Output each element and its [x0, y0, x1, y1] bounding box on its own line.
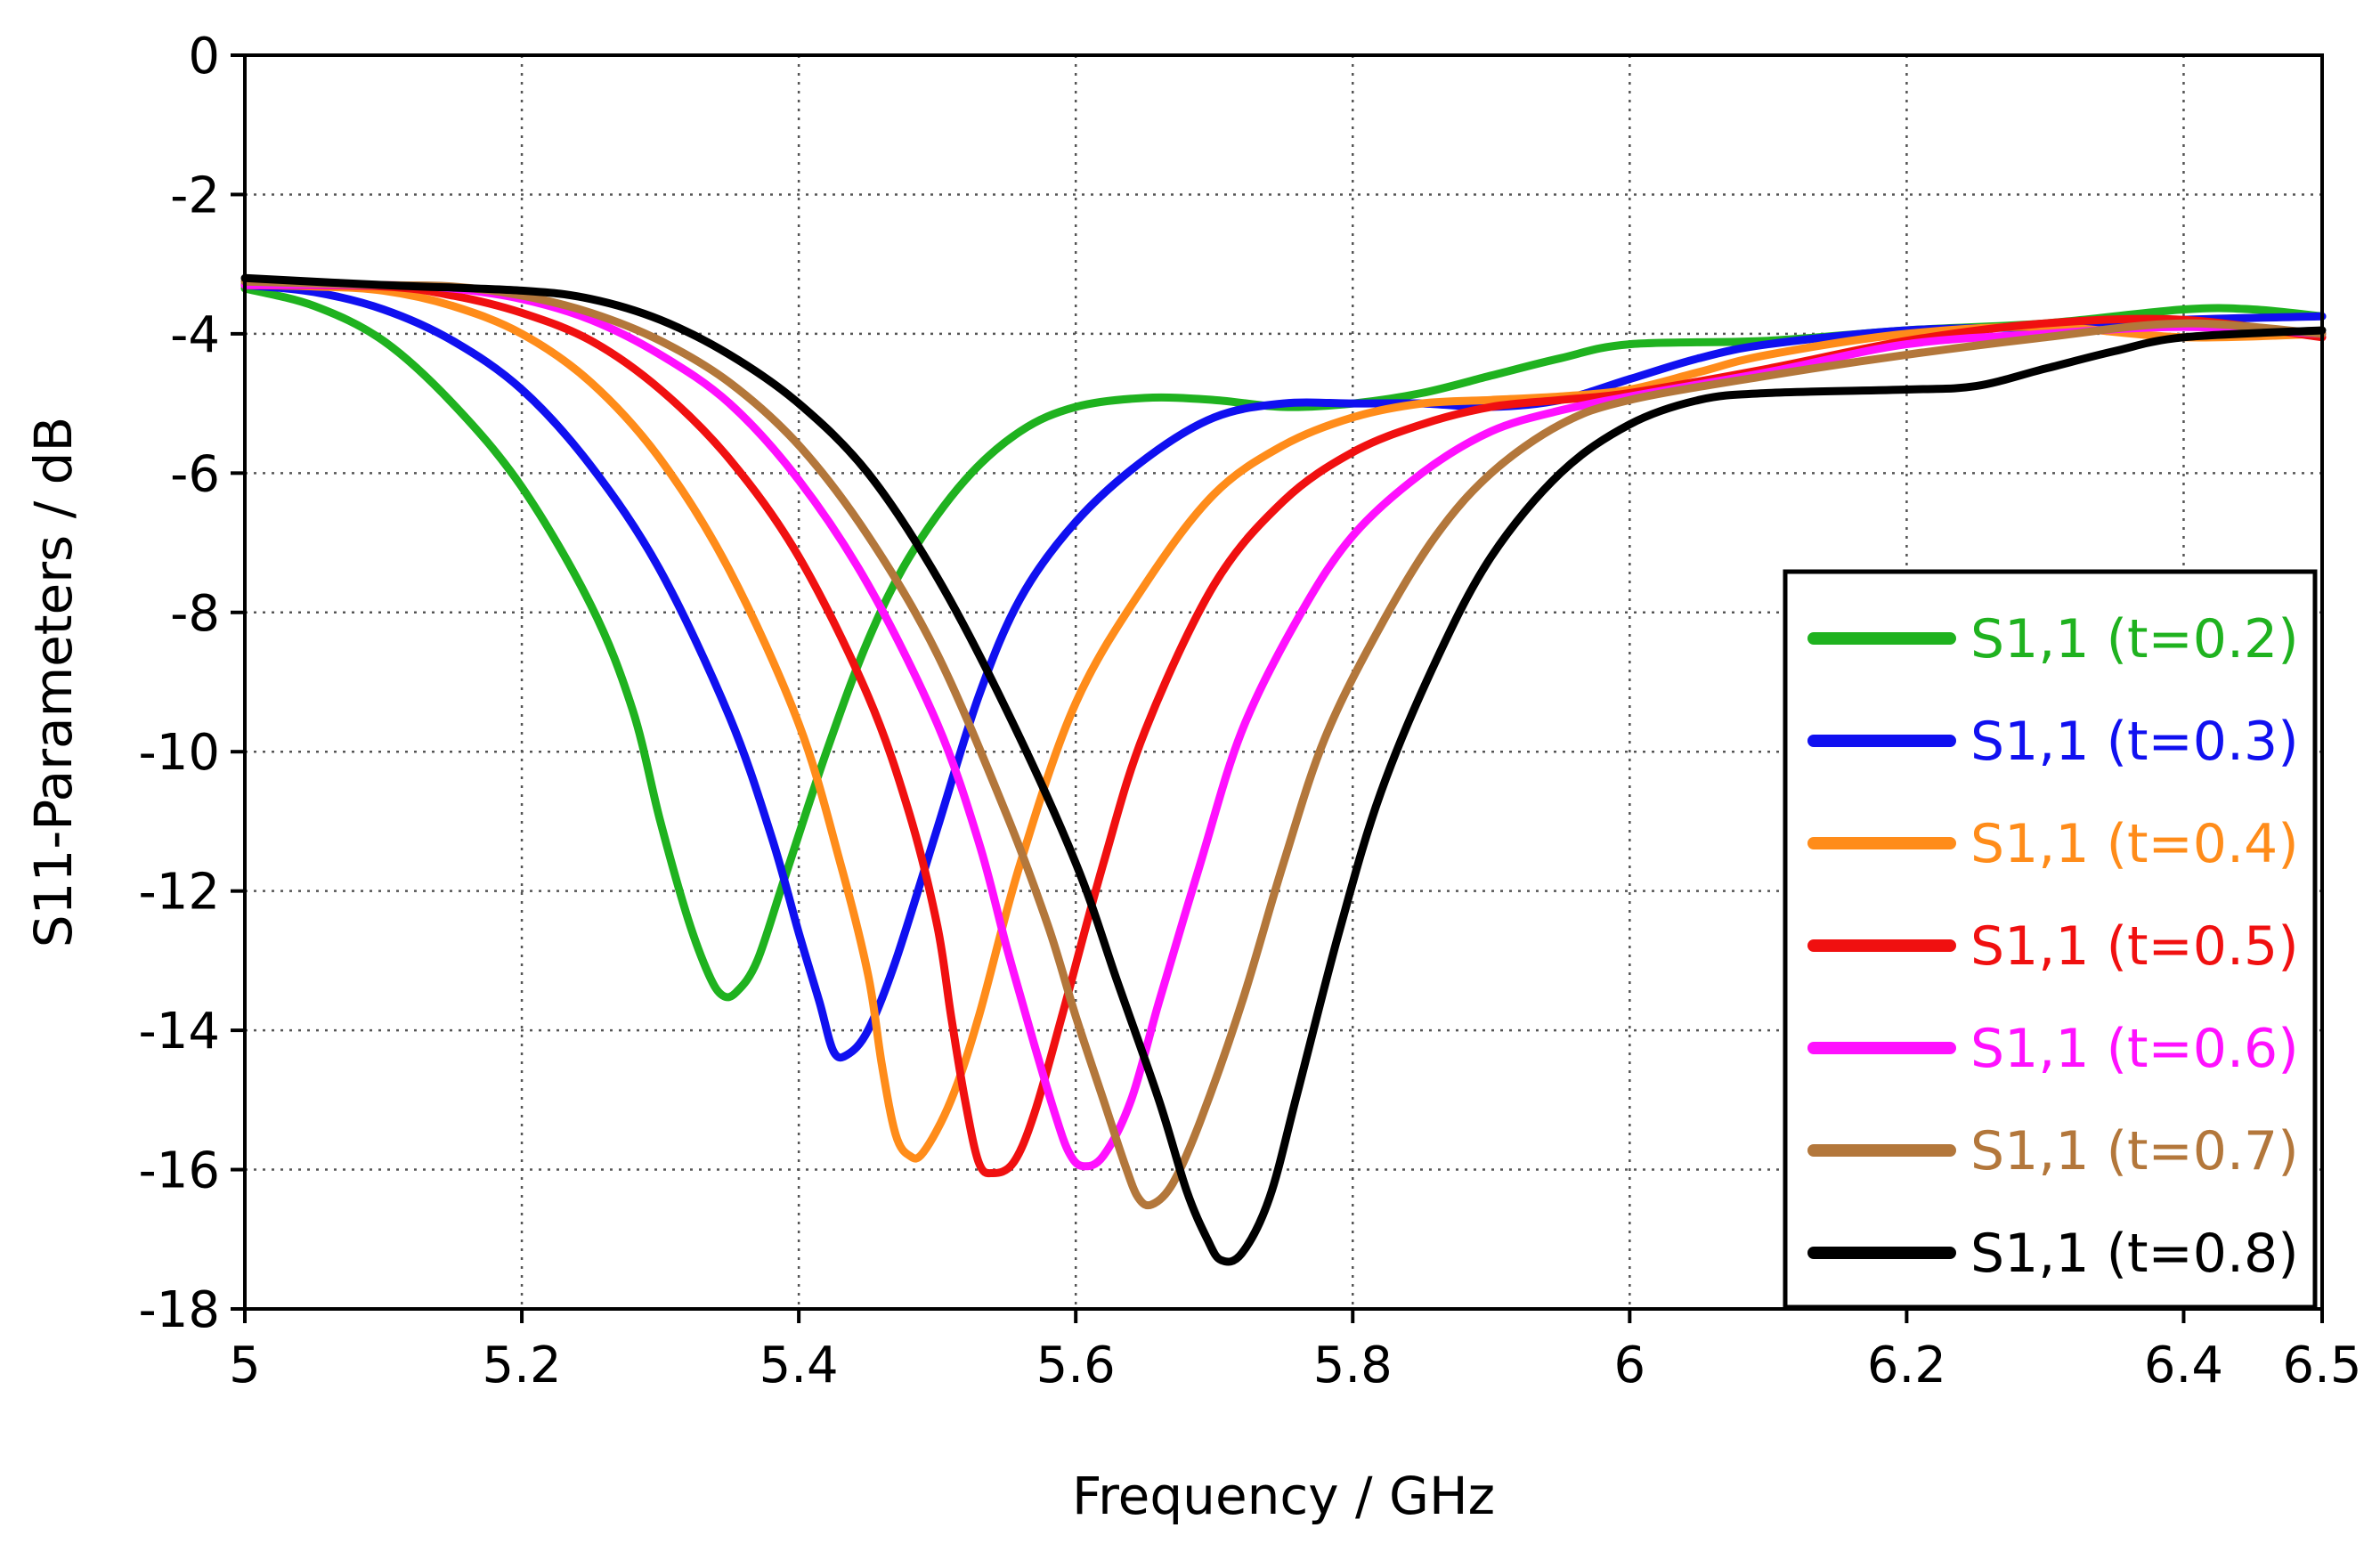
series-lines — [240, 273, 2327, 1266]
x-tick-label: 5 — [229, 1337, 261, 1394]
legend-label: S1,1 (t=0.6) — [1970, 1018, 2299, 1080]
legend-label: S1,1 (t=0.4) — [1970, 813, 2299, 875]
legend: S1,1 (t=0.2) S1,1 (t=0.3) S1,1 (t=0.4) S1,1… — [1783, 569, 2318, 1310]
x-tick-label: 5.6 — [1036, 1337, 1116, 1394]
x-tick-label: 6.2 — [1867, 1337, 1946, 1394]
tick-labels: 5 5.2 5.4 5.6 5.8 6 6.2 6.4 6.5 0 -2 -4 -6 -8 -10 -12 -1… — [139, 28, 2362, 1394]
y-tick-label: -2 — [170, 167, 220, 224]
y-tick-label: -16 — [139, 1142, 220, 1200]
y-tick-label: -10 — [139, 724, 220, 782]
y-tick-label: 0 — [188, 28, 220, 85]
x-tick-label: 5.8 — [1313, 1337, 1393, 1394]
x-tick-label: 6.5 — [2282, 1337, 2361, 1394]
y-tick-label: -12 — [139, 864, 220, 922]
plot-frame — [243, 53, 2324, 1311]
y-axis-title: S11-Parameters / dB — [23, 417, 84, 948]
y-tick-label: -14 — [139, 1003, 220, 1060]
x-tick-label: 5.2 — [483, 1337, 562, 1394]
series-line-3 — [240, 280, 2327, 1163]
legend-label: S1,1 (t=0.5) — [1970, 915, 2299, 978]
y-tick-label: -4 — [170, 306, 220, 364]
series-line-6 — [240, 277, 2327, 1210]
y-tick-label: -8 — [170, 585, 220, 643]
legend-label: S1,1 (t=0.7) — [1970, 1120, 2299, 1182]
x-tick-label: 5.4 — [759, 1337, 839, 1394]
legend-label: S1,1 (t=0.8) — [1970, 1223, 2299, 1285]
legend-label: S1,1 (t=0.3) — [1970, 711, 2299, 773]
series-line-2 — [240, 280, 2327, 1062]
series-line-7 — [240, 273, 2327, 1266]
y-tick-label: -18 — [139, 1281, 220, 1339]
x-tick-label: 6.4 — [2144, 1337, 2223, 1394]
x-axis-title: Frequency / GHz — [1072, 1466, 1495, 1526]
x-tick-label: 6 — [1614, 1337, 1646, 1394]
y-tick-label: -6 — [170, 445, 220, 503]
legend-label: S1,1 (t=0.2) — [1970, 608, 2299, 670]
